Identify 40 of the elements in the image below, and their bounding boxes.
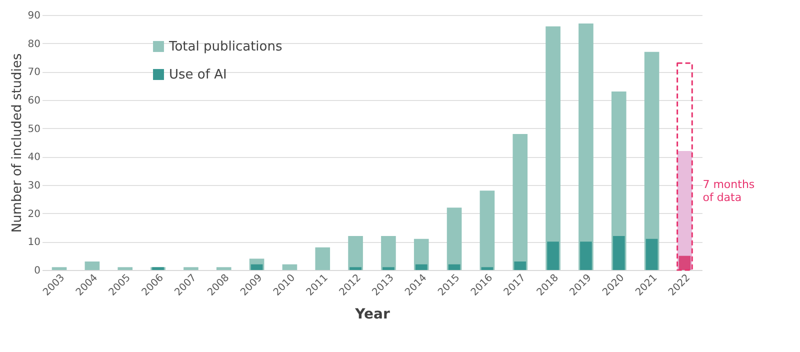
bar	[282, 264, 298, 270]
bar	[547, 242, 559, 270]
y-tick-label: 60	[28, 96, 40, 106]
bar	[184, 267, 198, 270]
bar	[481, 267, 494, 270]
bar	[415, 264, 428, 270]
bar	[118, 267, 133, 270]
bar	[580, 242, 592, 270]
y-tick-label: 70	[28, 67, 40, 78]
bar	[250, 264, 263, 270]
y-tick-label: 30	[28, 180, 40, 192]
bar	[382, 267, 394, 270]
bar	[514, 262, 526, 270]
x-axis-title: Year	[354, 306, 390, 323]
bar	[84, 262, 100, 270]
bar	[678, 256, 691, 270]
legend-label: Use of AI	[169, 68, 227, 82]
y-tick-label: 80	[28, 38, 40, 50]
bar	[612, 236, 625, 270]
annotation: 7 months of data	[702, 178, 755, 204]
bar	[676, 62, 693, 271]
bar	[348, 236, 363, 270]
bar	[480, 190, 495, 270]
bar	[381, 236, 396, 270]
bar	[315, 247, 330, 270]
y-tick-label: 40	[28, 152, 40, 164]
bar	[448, 264, 460, 270]
bar	[350, 267, 362, 270]
bar	[446, 208, 462, 270]
y-tick-label: 0	[34, 266, 40, 276]
y-tick-label: 90	[28, 10, 40, 22]
bar	[512, 134, 528, 270]
legend-label: Total publications	[168, 40, 282, 54]
bar	[52, 267, 67, 270]
y-tick-label: 10	[28, 237, 40, 248]
y-tick-label: 50	[28, 124, 40, 135]
bar	[216, 267, 232, 270]
y-tick-label: 20	[28, 208, 40, 220]
bar	[646, 238, 658, 270]
y-axis-title: Number of included studies	[10, 53, 25, 233]
